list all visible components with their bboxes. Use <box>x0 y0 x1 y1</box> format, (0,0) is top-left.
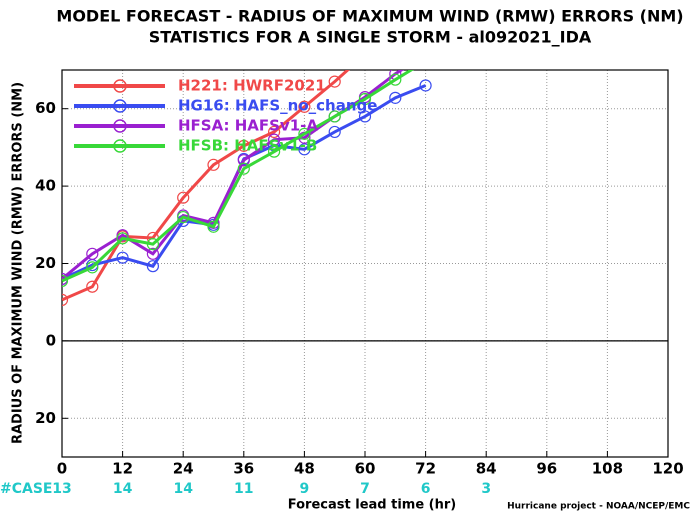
legend-label: HFSB: HAFSv1-B <box>178 137 317 155</box>
data-point <box>328 125 341 139</box>
data-point <box>207 216 220 229</box>
legend-label: HFSA: HAFSv1-A <box>178 117 318 135</box>
data-point <box>237 162 250 175</box>
y-tick-label: 60 <box>35 99 56 117</box>
data-point <box>298 143 311 156</box>
case-count: 3 <box>481 481 491 497</box>
data-point <box>268 133 281 146</box>
credit: Hurricane project - NOAA/NCEP/EMC <box>507 502 690 512</box>
data-point <box>237 154 250 167</box>
data-point <box>328 75 341 88</box>
data-point <box>62 293 69 306</box>
plot-frame <box>61 69 669 458</box>
legend-label: HG16: HAFS_no_change <box>178 97 377 115</box>
case-count: 9 <box>300 481 310 497</box>
data-point <box>146 247 159 260</box>
case-count: 7 <box>360 481 370 497</box>
legend-marker <box>113 119 127 133</box>
series-line <box>62 70 405 281</box>
x-tick-label: 72 <box>415 460 436 478</box>
data-point <box>389 73 402 86</box>
data-point <box>146 260 159 273</box>
x-tick-label: 0 <box>57 460 67 478</box>
legend-marker <box>113 99 127 113</box>
data-point <box>177 191 190 204</box>
data-point <box>116 251 129 264</box>
data-point <box>116 232 129 245</box>
x-tick-label: 36 <box>233 460 254 478</box>
y-tick-label: 20 <box>35 409 56 427</box>
data-point <box>328 110 341 123</box>
chart-subtitle: STATISTICS FOR A SINGLE STORM - al092021… <box>149 28 592 47</box>
x-tick-label: 60 <box>355 460 376 478</box>
data-point <box>298 100 311 113</box>
chart-title: MODEL FORECAST - RADIUS OF MAXIMUM WIND … <box>56 7 683 26</box>
case-count: 13 <box>52 481 71 497</box>
x-axis-label: Forecast lead time (hr) <box>288 498 456 513</box>
legend-label: H221: HWRF2021 <box>178 77 326 95</box>
case-count: 14 <box>113 481 133 497</box>
data-point <box>268 145 281 158</box>
x-tick-label: 24 <box>173 460 194 478</box>
data-point <box>419 79 432 92</box>
data-point <box>86 280 99 293</box>
x-tick-label: 48 <box>294 460 315 478</box>
data-point <box>86 247 99 260</box>
case-count: 11 <box>234 481 253 497</box>
plot-area <box>62 70 432 306</box>
series-line <box>62 70 350 302</box>
case-count: 6 <box>421 481 431 497</box>
data-point <box>298 127 311 140</box>
series-line <box>62 70 414 283</box>
data-point <box>237 139 250 152</box>
y-tick-label: 20 <box>35 254 56 272</box>
legend-marker <box>113 139 127 153</box>
data-point <box>207 220 220 233</box>
data-point <box>389 91 402 104</box>
x-tick-label: 12 <box>112 460 133 478</box>
y-tick-label: 0 <box>46 331 56 349</box>
data-point <box>358 110 372 123</box>
data-point <box>358 92 372 106</box>
case-label: #CASE <box>0 481 53 497</box>
data-point <box>86 261 99 274</box>
legend-marker <box>113 79 127 93</box>
x-tick-label: 96 <box>536 460 557 478</box>
data-point <box>146 238 159 251</box>
case-count: 14 <box>173 481 193 497</box>
y-axis-label: RADIUS OF MAXIMUM WIND (RMW) ERRORS (NM) <box>11 82 26 444</box>
x-tick-label: 84 <box>476 460 497 478</box>
x-tick-label: 120 <box>652 460 683 478</box>
y-tick-label: 40 <box>35 177 56 195</box>
data-point <box>177 210 190 224</box>
x-tick-label: 108 <box>592 460 623 478</box>
data-point <box>268 125 281 139</box>
data-point <box>207 158 220 171</box>
data-point <box>116 229 129 242</box>
data-point <box>62 274 69 288</box>
